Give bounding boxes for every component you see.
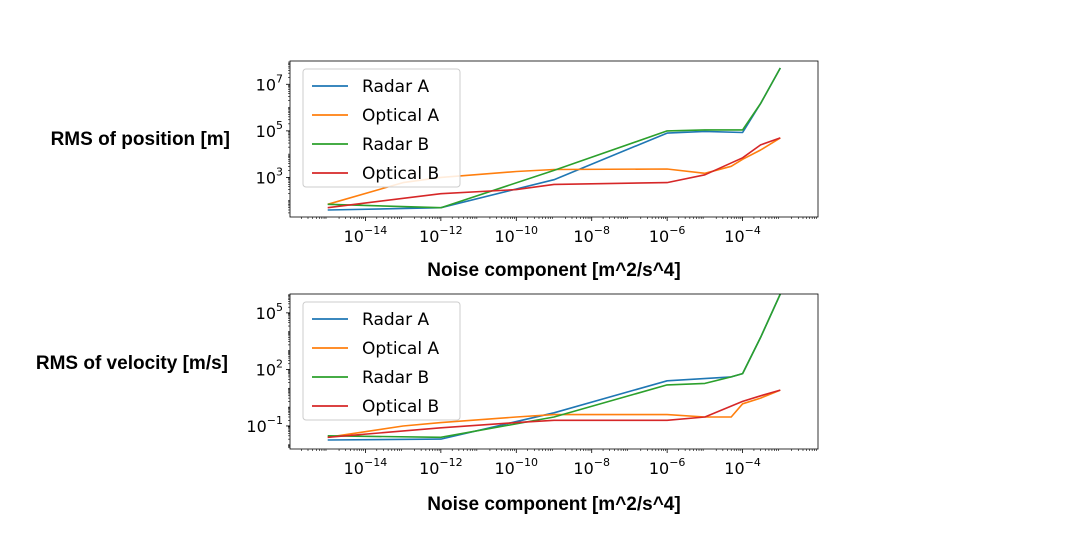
x-tick-label: 10−6 bbox=[649, 224, 686, 246]
legend-label: Optical B bbox=[362, 397, 439, 417]
x-tick-label: 10−12 bbox=[419, 456, 463, 478]
plot-frame bbox=[289, 293, 819, 450]
x-tick-label: 10−12 bbox=[419, 224, 463, 246]
y-tick-label: 102 bbox=[256, 357, 283, 379]
legend: Radar A Optical A Radar B Optical B bbox=[302, 301, 461, 421]
legend-label: Radar A bbox=[362, 310, 429, 330]
x-tick-label: 10−6 bbox=[649, 456, 686, 478]
plot-frame bbox=[289, 60, 819, 218]
legend-box bbox=[302, 301, 461, 421]
series-line-radar-b bbox=[327, 67, 781, 209]
series-line-optical-a bbox=[327, 389, 781, 439]
x-tick-label: 10−8 bbox=[573, 224, 610, 246]
y-tick-label: 10−1 bbox=[246, 414, 283, 436]
y-tick-label: 105 bbox=[256, 301, 283, 323]
legend-label: Optical B bbox=[362, 164, 439, 184]
y-axis-label: RMS of position [m] bbox=[51, 129, 230, 150]
x-axis-label: Noise component [m^2/s^4] bbox=[427, 260, 680, 281]
x-tick-label: 10−8 bbox=[573, 456, 610, 478]
x-tick-label: 10−10 bbox=[494, 224, 538, 246]
x-tick-label: 10−10 bbox=[494, 456, 538, 478]
x-tick-label: 10−14 bbox=[344, 224, 388, 246]
legend-label: Radar B bbox=[362, 368, 429, 388]
legend: Radar A Optical A Radar B Optical B bbox=[302, 68, 461, 188]
legend-label: Radar B bbox=[362, 135, 429, 155]
series-line-optical-b bbox=[327, 389, 781, 439]
legend-label: Radar A bbox=[362, 77, 429, 97]
x-tick-label: 10−4 bbox=[724, 456, 761, 478]
y-tick-label: 103 bbox=[256, 165, 283, 187]
y-tick-label: 105 bbox=[256, 119, 283, 141]
y-axis-label: RMS of velocity [m/s] bbox=[36, 353, 228, 374]
x-tick-label: 10−4 bbox=[724, 224, 761, 246]
legend-label: Optical A bbox=[362, 106, 439, 126]
series-line-optical-b bbox=[327, 137, 781, 209]
x-tick-label: 10−14 bbox=[344, 456, 388, 478]
subplot-1: 10−14 10−12 10−10 10−8 10−6 10−4 103 105 107 Rada… bbox=[51, 60, 819, 281]
series-lines bbox=[327, 294, 782, 441]
y-tick-label: 107 bbox=[256, 72, 283, 94]
legend-box bbox=[302, 68, 461, 188]
x-axis-label: Noise component [m^2/s^4] bbox=[427, 494, 680, 515]
subplot-2: 10−14 10−12 10−10 10−8 10−6 10−4 10−1 102 105 Rad… bbox=[36, 293, 819, 515]
series-line-radar-b bbox=[327, 294, 782, 439]
legend-label: Optical A bbox=[362, 339, 439, 359]
